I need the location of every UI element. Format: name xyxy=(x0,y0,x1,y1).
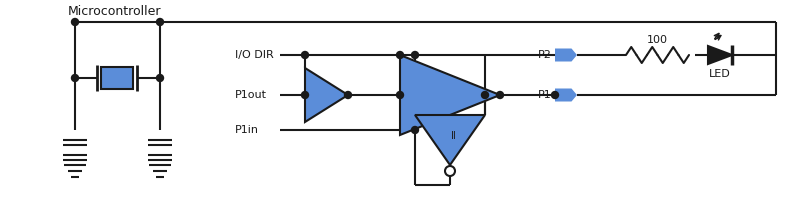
Circle shape xyxy=(551,91,559,98)
Circle shape xyxy=(411,51,419,59)
Circle shape xyxy=(301,51,308,59)
Text: P1: P1 xyxy=(539,90,552,100)
Text: 100: 100 xyxy=(647,35,668,45)
Polygon shape xyxy=(555,88,577,101)
Polygon shape xyxy=(400,55,500,135)
FancyBboxPatch shape xyxy=(101,67,133,89)
Circle shape xyxy=(396,91,403,98)
Text: P1out: P1out xyxy=(235,90,267,100)
Text: P2: P2 xyxy=(538,50,552,60)
Circle shape xyxy=(71,74,78,82)
Circle shape xyxy=(71,19,78,25)
Polygon shape xyxy=(305,68,348,122)
Polygon shape xyxy=(555,48,577,61)
Circle shape xyxy=(344,91,352,98)
Text: LED: LED xyxy=(710,69,731,79)
Circle shape xyxy=(157,19,164,25)
Polygon shape xyxy=(415,115,485,165)
Text: Microcontroller: Microcontroller xyxy=(68,5,161,18)
Polygon shape xyxy=(708,46,732,64)
Circle shape xyxy=(301,91,308,98)
Text: Ⅱ: Ⅱ xyxy=(451,131,455,141)
Text: I/O DIR: I/O DIR xyxy=(235,50,274,60)
Circle shape xyxy=(496,91,503,98)
Text: P1in: P1in xyxy=(235,125,259,135)
Circle shape xyxy=(411,126,419,134)
Circle shape xyxy=(482,91,488,98)
Circle shape xyxy=(445,166,455,176)
Circle shape xyxy=(396,51,403,59)
Circle shape xyxy=(157,74,164,82)
